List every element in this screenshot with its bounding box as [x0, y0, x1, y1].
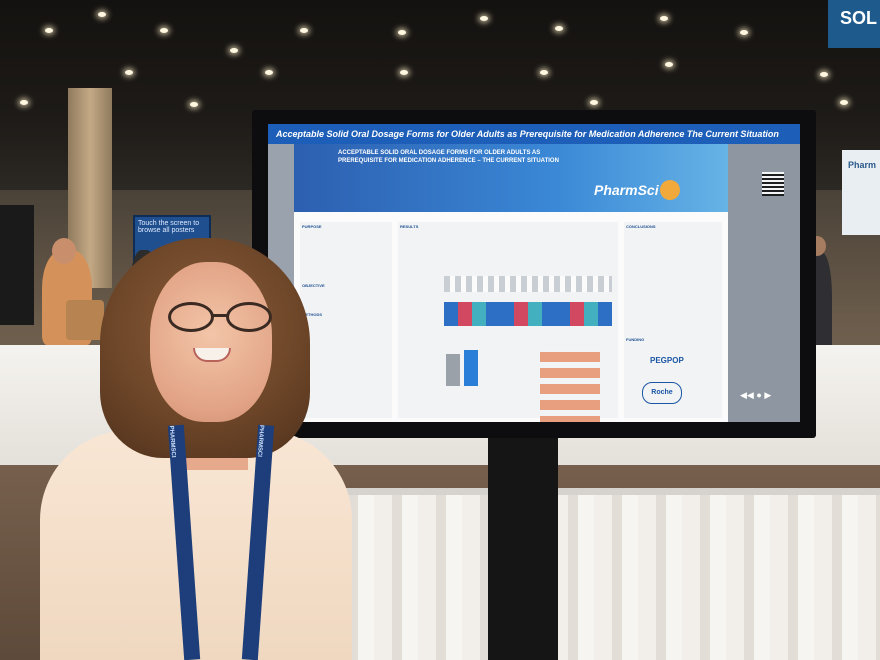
pharmsci-logo: PharmSci — [594, 182, 659, 198]
tablet-images-row — [444, 276, 612, 292]
results-heatmap — [444, 302, 612, 326]
lanyard-right-text: PHARMSCI — [255, 424, 265, 458]
qr-code[interactable] — [762, 172, 784, 196]
monitor-stand — [488, 430, 558, 660]
ceiling-light — [20, 100, 28, 105]
monitor-screen[interactable]: Acceptable Solid Oral Dosage Forms for O… — [268, 124, 800, 422]
results-pie-grid — [540, 350, 600, 422]
ceiling-light — [665, 62, 673, 67]
results-bar — [464, 350, 478, 386]
section-purpose: PURPOSE — [302, 224, 322, 229]
ceiling-light — [480, 16, 488, 21]
ceiling-light — [400, 70, 408, 75]
background-person-head — [52, 238, 76, 264]
ceiling-light — [590, 100, 598, 105]
glasses-bridge — [212, 314, 228, 317]
ceiling-light — [555, 26, 563, 31]
section-results: RESULTS — [400, 224, 419, 229]
ceiling-light — [190, 102, 198, 107]
prev-icon[interactable]: ◀◀ — [740, 390, 754, 400]
ceiling-light — [160, 28, 168, 33]
dark-panel — [0, 205, 34, 325]
ceiling-light — [98, 12, 106, 17]
section-methods: METHODS — [302, 312, 322, 317]
home-icon[interactable]: ● — [756, 390, 762, 400]
glasses-right-lens — [226, 302, 272, 332]
presenter-face — [150, 262, 272, 422]
booth-sign-text: Touch the screen to browse all posters — [138, 220, 200, 234]
poster-header — [294, 144, 728, 212]
top-right-sign-text: SOL — [840, 8, 878, 28]
pegpop-logo: PEGPOP — [650, 356, 684, 365]
top-right-sign — [828, 0, 880, 48]
section-conclusions: CONCLUSIONS — [626, 224, 656, 229]
poster-left-column: PURPOSE OBJECTIVE METHODS — [300, 222, 392, 418]
poster-title-bar: Acceptable Solid Oral Dosage Forms for O… — [268, 124, 800, 144]
roche-logo: Roche — [642, 382, 682, 404]
handbag — [66, 300, 104, 340]
glasses-left-lens — [168, 302, 214, 332]
results-bar — [446, 354, 460, 386]
poster-title: ACCEPTABLE SOLID ORAL DOSAGE FORMS FOR O… — [338, 150, 559, 164]
ceiling-light — [125, 70, 133, 75]
poster-navigation[interactable]: ◀◀ ● ▶ — [740, 390, 771, 401]
ceiling-light — [820, 72, 828, 77]
ceiling-light — [660, 16, 668, 21]
right-sign — [842, 150, 880, 235]
ceiling-light — [265, 70, 273, 75]
white-drape — [330, 495, 880, 660]
pharmsci-badge — [660, 180, 680, 200]
ceiling-light — [398, 30, 406, 35]
e-poster: ACCEPTABLE SOLID ORAL DOSAGE FORMS FOR O… — [294, 144, 728, 422]
ceiling-light — [300, 28, 308, 33]
ceiling-light — [540, 70, 548, 75]
ceiling-light — [45, 28, 53, 33]
right-sign-text: Pharm — [848, 160, 877, 170]
section-funding: FUNDING — [626, 337, 645, 342]
ceiling-light — [740, 30, 748, 35]
ceiling-light — [230, 48, 238, 53]
ceiling-light — [840, 100, 848, 105]
next-icon[interactable]: ▶ — [764, 390, 772, 400]
section-objective: OBJECTIVE — [302, 283, 325, 288]
drape-rail — [330, 488, 880, 498]
lanyard-left-text: PHARMSCI — [167, 425, 177, 458]
